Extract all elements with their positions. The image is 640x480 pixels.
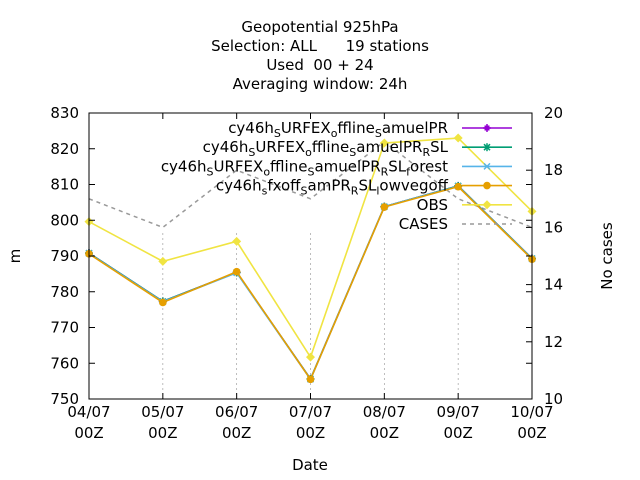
y-tick-label: 750 <box>50 390 79 408</box>
legend-entry: cy46hSURFEXofflineSamuelPRRSL <box>203 138 512 159</box>
series-obs <box>84 133 537 362</box>
x-tick-label: 04/07 00Z <box>67 403 110 442</box>
series-cases <box>88 140 533 229</box>
x-tick-label: 09/07 00Z <box>437 403 480 442</box>
y2-tick-label: 16 <box>544 218 563 236</box>
series-cy46h-surfex-offline-samuelpr-rsl-forest <box>85 182 536 383</box>
legend-entry: cy46hsfxoffSamPRRSLlowvegoff <box>216 177 512 198</box>
data-point <box>482 200 492 210</box>
data-point <box>454 182 462 191</box>
y-tick-label: 830 <box>50 104 79 122</box>
chart-title-line: Averaging window: 24h <box>233 75 408 93</box>
chart-title-line: Used 00 + 24 <box>266 56 373 74</box>
data-point <box>453 133 463 143</box>
legend-label: cy46hSURFEXofflineSamuelPRRSLforest <box>161 157 448 178</box>
data-point <box>306 375 315 384</box>
y-tick-label: 810 <box>50 176 79 194</box>
x-tick-label: 06/07 00Z <box>215 403 258 442</box>
y2-tick-label: 10 <box>544 390 563 408</box>
legend-label: cy46hSURFEXofflineSamuelPRRSL <box>203 138 449 159</box>
y2-axis-label: No cases <box>598 222 616 290</box>
legend-entry: CASES <box>399 215 512 233</box>
y2-tick-label: 12 <box>544 333 563 351</box>
legend: cy46hSURFEXofflineSamuelPRcy46hSURFEXoff… <box>161 119 512 233</box>
legend-label: cy46hsfxoffSamPRRSLlowvegoff <box>216 177 449 198</box>
series-line <box>88 140 533 229</box>
series-line <box>88 185 533 381</box>
legend-label: OBS <box>417 196 448 214</box>
data-point <box>379 138 389 148</box>
series-line <box>88 185 533 381</box>
x-tick-label: 10/07 00Z <box>510 403 553 442</box>
grid <box>162 233 459 399</box>
data-point <box>158 256 168 266</box>
data-point <box>483 162 491 170</box>
chart-title-line: Selection: ALL 19 stations <box>211 37 429 55</box>
data-point <box>232 236 242 246</box>
data-point <box>483 124 491 132</box>
x-tick-label: 08/07 00Z <box>363 403 406 442</box>
x-tick-label: 05/07 00Z <box>141 403 184 442</box>
legend-entry: cy46hSURFEXofflineSamuelPRRSLforest <box>161 157 512 178</box>
y2-tick-label: 14 <box>544 276 563 294</box>
series-layer <box>84 133 537 384</box>
y-tick-label: 820 <box>50 140 79 158</box>
series-line <box>88 185 533 381</box>
data-point <box>483 143 491 152</box>
x-axis-label: Date <box>292 456 328 474</box>
series-line <box>88 185 533 381</box>
y-axis-label: m <box>6 249 24 264</box>
y-tick-label: 760 <box>50 354 79 372</box>
legend-label: cy46hSURFEXofflineSamuelPR <box>228 119 448 140</box>
data-point <box>306 352 315 362</box>
y-tick-label: 800 <box>50 211 79 229</box>
data-point <box>232 267 241 276</box>
x-tick-label: 07/07 00Z <box>289 403 332 442</box>
legend-label: CASES <box>399 215 448 233</box>
y-tick-label: 780 <box>50 283 79 301</box>
legend-entry: cy46hSURFEXofflineSamuelPR <box>228 119 512 140</box>
legend-entry: OBS <box>417 196 512 214</box>
y-tick-label: 790 <box>50 247 79 265</box>
data-point <box>380 203 389 211</box>
data-point <box>159 298 167 307</box>
data-point <box>483 181 491 190</box>
axes: 750 760 770 780 790 800 810 820 830 10 12 14 16 18 20 0… <box>50 104 563 442</box>
y2-tick-label: 20 <box>544 104 563 122</box>
chart-title-line: Geopotential 925hPa <box>241 18 398 36</box>
y2-tick-label: 18 <box>544 161 563 179</box>
y-tick-label: 770 <box>50 319 79 337</box>
